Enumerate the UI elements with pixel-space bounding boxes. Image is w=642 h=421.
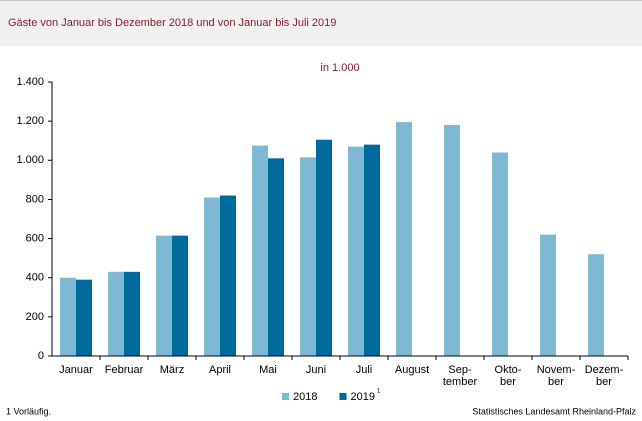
bar [540, 234, 556, 356]
y-tick-label: 1.000 [16, 154, 44, 166]
x-tick-label: Februar [105, 364, 144, 376]
legend-swatch [282, 393, 289, 400]
y-tick-label: 800 [26, 193, 44, 205]
bar [444, 125, 460, 356]
chart-title: Gäste von Januar bis Dezember 2018 und v… [8, 17, 336, 29]
x-tick-label: Juli [356, 364, 373, 376]
bar [364, 144, 380, 356]
bar [172, 235, 188, 356]
chart-subtitle: in 1.000 [320, 62, 359, 74]
y-tick-label: 600 [26, 232, 44, 244]
bar [348, 146, 364, 356]
x-tick-label: April [209, 364, 231, 376]
bar [108, 271, 124, 356]
footnote: 1 Vorläufig. [6, 406, 51, 416]
x-tick-label: März [160, 364, 184, 376]
y-tick-label: 1.400 [16, 76, 44, 88]
legend-label: 2019 [350, 391, 374, 403]
y-tick-label: 0 [38, 350, 44, 362]
bar [252, 145, 268, 356]
bar [60, 277, 76, 356]
x-tick-label: Mai [259, 364, 277, 376]
bar [204, 197, 220, 356]
bar [156, 235, 172, 356]
bar [124, 271, 140, 356]
header-band [0, 0, 642, 46]
bar [492, 152, 508, 356]
bar [220, 195, 236, 356]
x-tick-label: Okto-ber [495, 364, 522, 388]
legend-footnote-marker: 1 [377, 389, 381, 395]
y-tick-label: 1.200 [16, 115, 44, 127]
bar [588, 254, 604, 356]
y-tick-label: 200 [26, 311, 44, 323]
x-tick-label: Juni [306, 364, 326, 376]
x-tick-label: August [395, 364, 429, 376]
x-tick-label: Dezem-ber [585, 364, 624, 388]
legend-swatch [339, 393, 347, 400]
x-tick-label: Januar [59, 364, 93, 376]
x-tick-label: Novem-ber [537, 364, 576, 388]
y-tick-label: 400 [26, 272, 44, 284]
x-tick-label: Sep-tember [443, 364, 478, 388]
bar [316, 139, 332, 356]
bar [396, 122, 412, 356]
bar [268, 158, 284, 356]
bar [76, 279, 92, 356]
source: Statistisches Landesamt Rheinland-Pfalz [472, 406, 636, 416]
legend-label: 2018 [293, 391, 317, 403]
bar [300, 157, 316, 356]
